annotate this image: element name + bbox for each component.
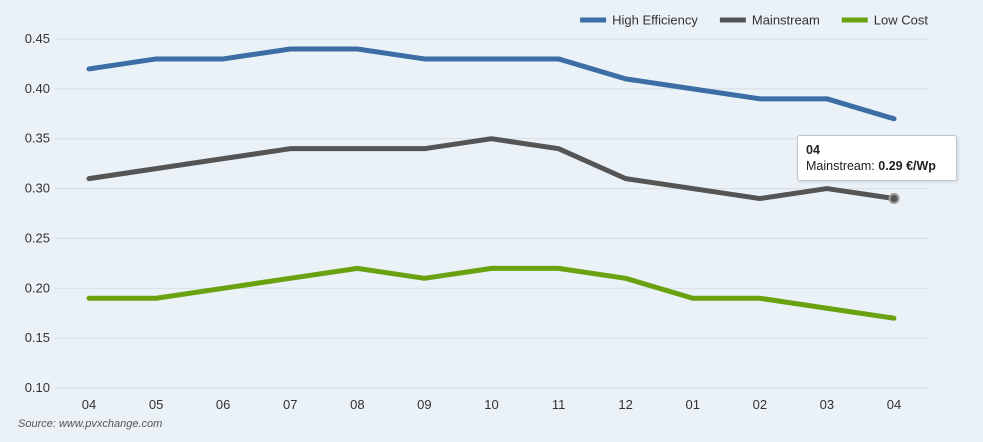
x-tick-label: 11 [552,397,566,412]
x-tick-label: 04 [82,397,96,412]
series-line-low-cost[interactable] [86,265,897,321]
y-tick-label: 0.10 [25,380,50,395]
x-tick-label: 09 [417,397,431,412]
tooltip-series-label: Mainstream: [806,159,875,173]
legend-item[interactable]: Low Cost [841,13,929,28]
hover-point-marker[interactable] [888,193,900,205]
legend-label: Mainstream [752,13,820,28]
tooltip-value: 0.29 €/Wp [878,159,936,173]
y-tick-label: 0.15 [25,330,50,345]
x-tick-label: 03 [820,397,834,412]
series-line-mainstream[interactable] [86,136,897,202]
legend-swatch [580,17,607,23]
legend-swatch [841,17,868,23]
x-tick-label: 07 [283,397,297,412]
x-tick-label: 12 [618,397,632,412]
source-note: Source: www.pvxchange.com [18,418,163,430]
x-tick-label: 08 [350,397,364,412]
legend-label: Low Cost [874,13,929,28]
tooltip-title: 04 [806,143,820,157]
y-tick-label: 0.25 [25,230,50,245]
y-tick-label: 0.35 [25,131,50,146]
legend-swatch [719,17,746,23]
legend-item[interactable]: Mainstream [719,13,820,28]
data-tooltip: 04 Mainstream: 0.29 €/Wp [797,135,957,181]
y-tick-label: 0.20 [25,280,50,295]
y-tick-label: 0.45 [25,31,50,46]
x-tick-label: 02 [753,397,767,412]
legend-item[interactable]: High Efficiency [580,13,698,28]
legend-label: High Efficiency [612,13,698,28]
x-tick-label: 10 [484,397,498,412]
series-line-high-efficiency[interactable] [86,46,897,122]
y-tick-label: 0.40 [25,81,50,96]
x-tick-label: 06 [216,397,230,412]
x-tick-label: 04 [887,397,901,412]
y-tick-label: 0.30 [25,181,50,196]
x-tick-label: 05 [149,397,163,412]
x-tick-label: 01 [686,397,700,412]
